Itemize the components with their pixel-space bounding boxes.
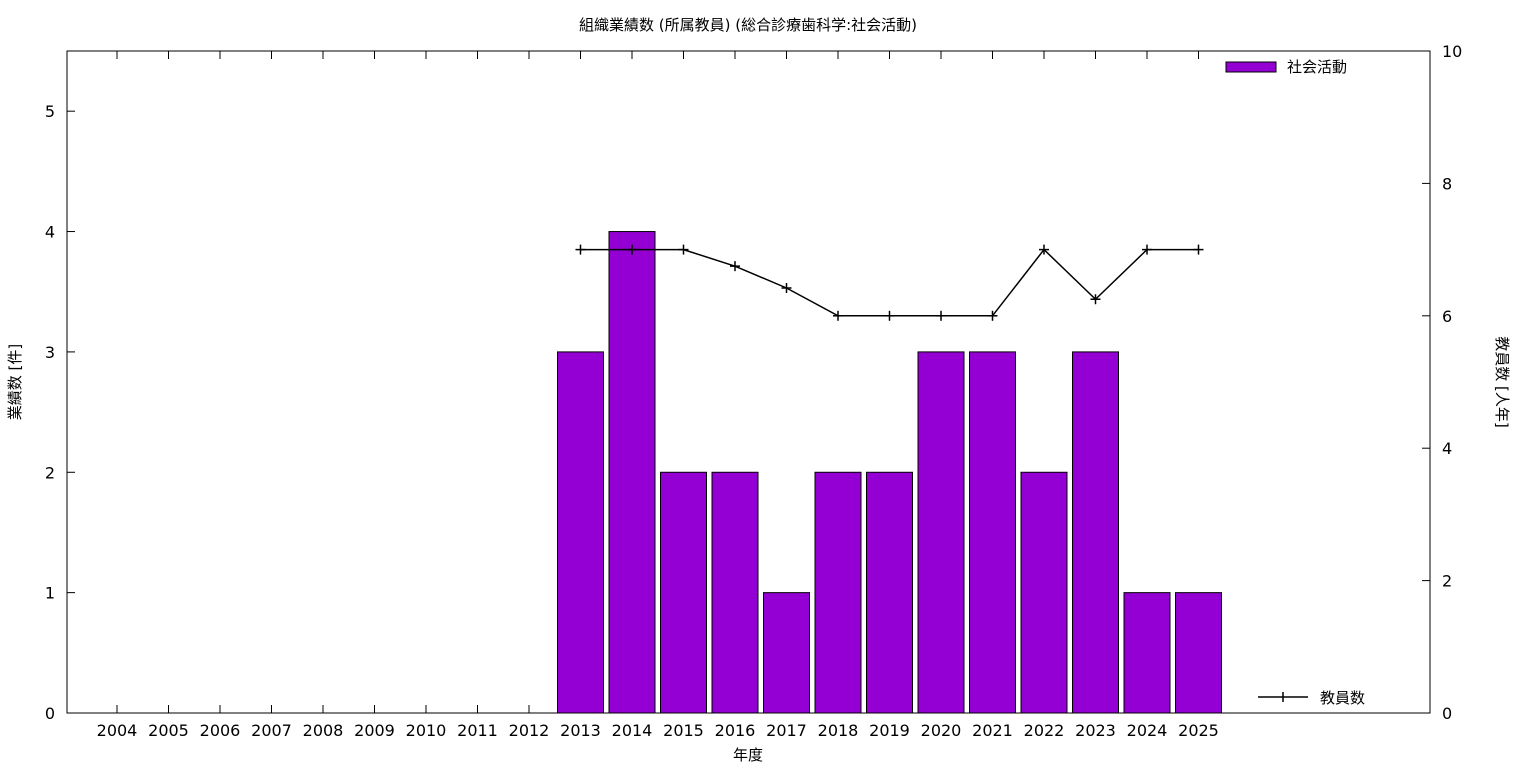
x-tick-label: 2004 (97, 721, 138, 740)
bar (969, 351, 1016, 714)
x-tick-label: 2022 (1024, 721, 1065, 740)
plot-area: 0 1 2 3 4 5 0 2 4 6 8 10 2004 2005 2006 2007 2008 2009 201… (45, 42, 1463, 740)
bar (711, 471, 759, 714)
bar (1123, 592, 1171, 714)
y2-tick-label: 4 (1442, 439, 1452, 458)
y-tick-label: 1 (45, 584, 55, 603)
x-tick-label: 2019 (869, 721, 910, 740)
y-tick-label: 3 (45, 343, 55, 362)
bar (1072, 351, 1119, 714)
y-tick-label: 0 (45, 704, 55, 723)
x-axis-label: 年度 (733, 746, 763, 764)
x-tick-label: 2008 (303, 721, 344, 740)
y-tick-label: 2 (45, 463, 55, 482)
bar (1020, 471, 1068, 714)
legend-bar-swatch (1225, 61, 1277, 73)
bar (814, 471, 862, 714)
bar (763, 592, 810, 714)
x-tick-label: 2015 (663, 721, 704, 740)
x-tick-label: 2013 (560, 721, 601, 740)
bar (1175, 592, 1222, 714)
x-tick-label: 2016 (715, 721, 756, 740)
y2-tick-label: 2 (1442, 572, 1452, 591)
x-tick-label: 2009 (354, 721, 395, 740)
x-tick-label: 2006 (200, 721, 241, 740)
bar (660, 471, 707, 714)
bar (917, 351, 965, 714)
bar (557, 351, 604, 714)
x-tick-label: 2005 (148, 721, 189, 740)
x-tick-label: 2018 (818, 721, 859, 740)
x-tick-label: 2020 (921, 721, 962, 740)
bar (866, 471, 913, 714)
y2-tick-label: 6 (1442, 307, 1452, 326)
legend-line-label: 教員数 (1320, 689, 1365, 707)
x-tick-label: 2025 (1178, 721, 1219, 740)
x-tick-label: 2024 (1127, 721, 1168, 740)
x-tick-label: 2010 (406, 721, 447, 740)
legend-bar-label: 社会活動 (1287, 58, 1347, 76)
chart-title: 組織業績数 (所属教員) (総合診療歯科学:社会活動) (579, 16, 917, 34)
y2-tick-label: 8 (1442, 174, 1452, 193)
y2-tick-label: 0 (1442, 704, 1452, 723)
x-tick-label: 2012 (509, 721, 550, 740)
y2-axis-label: 教員数 [人年] (1493, 336, 1511, 427)
y-tick-label: 4 (45, 223, 55, 242)
line-series (580, 248, 1199, 317)
x-tick-label: 2007 (251, 721, 292, 740)
x-tick-label: 2014 (612, 721, 653, 740)
y-axis-label: 業績数 [件] (6, 344, 24, 420)
y2-tick-label: 10 (1442, 42, 1462, 61)
x-tick-label: 2021 (972, 721, 1013, 740)
x-tick-label: 2023 (1075, 721, 1116, 740)
bar (608, 231, 656, 714)
x-tick-label: 2011 (457, 721, 498, 740)
x-tick-label: 2017 (766, 721, 807, 740)
y-tick-label: 5 (45, 102, 55, 121)
